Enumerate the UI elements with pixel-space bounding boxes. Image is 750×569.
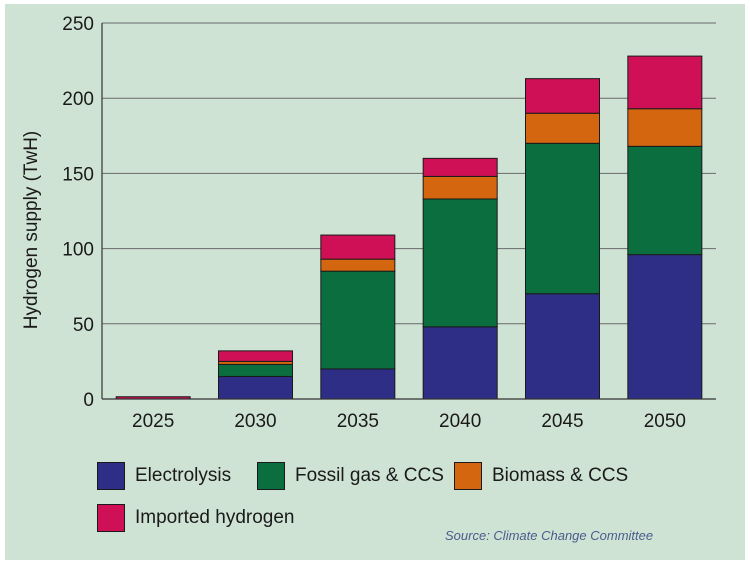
x-tick-label: 2035 [337, 411, 379, 432]
legend-swatch-imported-hydrogen [97, 504, 125, 532]
legend-item-fossil-gas-ccs: Fossil gas & CCS [257, 460, 444, 492]
bar-2050-electrolysis [627, 254, 703, 400]
bar-2050-imported-hydrogen [627, 55, 703, 110]
bar-2035-electrolysis [320, 368, 396, 400]
bar-2050-fossil-gas-ccs [627, 145, 703, 256]
bar-2030-fossil-gas-ccs [218, 363, 293, 377]
legend-swatch-fossil-gas-ccs [257, 462, 285, 490]
bar-2045-electrolysis [525, 293, 600, 400]
bar-2030-electrolysis [218, 375, 293, 400]
axes: 0 50 100 150 200 250 2025 2030 2035 2040 2045 2050 [62, 14, 716, 432]
bar-2050-biomass-ccs [627, 108, 703, 147]
x-tick-label: 2045 [541, 411, 583, 432]
legend-swatch-electrolysis [97, 462, 125, 490]
x-tick-label: 2025 [132, 411, 174, 432]
x-tick-label: 2050 [644, 411, 686, 432]
legend-item-electrolysis: Electrolysis [97, 460, 231, 492]
legend-item-imported-hydrogen: Imported hydrogen [97, 502, 295, 534]
bar-2040-fossil-gas-ccs [422, 198, 498, 328]
bars [115, 55, 703, 400]
bar-2045-biomass-ccs [525, 112, 600, 144]
y-tick-label: 50 [73, 315, 94, 336]
y-axis-label: Hydrogen supply (TwH) [21, 131, 42, 330]
gridlines [102, 22, 716, 325]
x-tick-label: 2040 [439, 411, 481, 432]
y-tick-label: 100 [62, 240, 94, 261]
x-tick-label: 2030 [234, 411, 276, 432]
bar-2040-biomass-ccs [422, 175, 498, 200]
bar-2035-imported-hydrogen [320, 234, 396, 260]
bar-2030-imported-hydrogen [218, 350, 293, 362]
bar-2045-fossil-gas-ccs [525, 142, 600, 295]
bar-2035-fossil-gas-ccs [320, 270, 396, 370]
y-tick-label: 150 [62, 164, 94, 185]
legend-swatch-biomass-ccs [454, 462, 482, 490]
bar-2035-biomass-ccs [320, 258, 396, 272]
bar-2040-imported-hydrogen [422, 157, 498, 177]
chart-panel: 0 50 100 150 200 250 2025 2030 2035 2040 2045 2050 … [5, 4, 745, 560]
legend-label-fossil-gas-ccs: Fossil gas & CCS [295, 465, 444, 486]
bar-2040-electrolysis [422, 326, 498, 400]
legend-label-electrolysis: Electrolysis [135, 465, 232, 486]
y-tick-label: 0 [83, 390, 94, 411]
y-tick-label: 200 [62, 89, 94, 110]
legend-label-imported-hydrogen: Imported hydrogen [135, 507, 295, 528]
source-note: Source: Climate Change Committee [445, 528, 654, 543]
y-tick-label: 250 [62, 14, 94, 35]
legend-item-biomass-ccs: Biomass & CCS [454, 460, 628, 492]
bar-2045-imported-hydrogen [525, 78, 600, 114]
legend-label-biomass-ccs: Biomass & CCS [492, 465, 629, 486]
